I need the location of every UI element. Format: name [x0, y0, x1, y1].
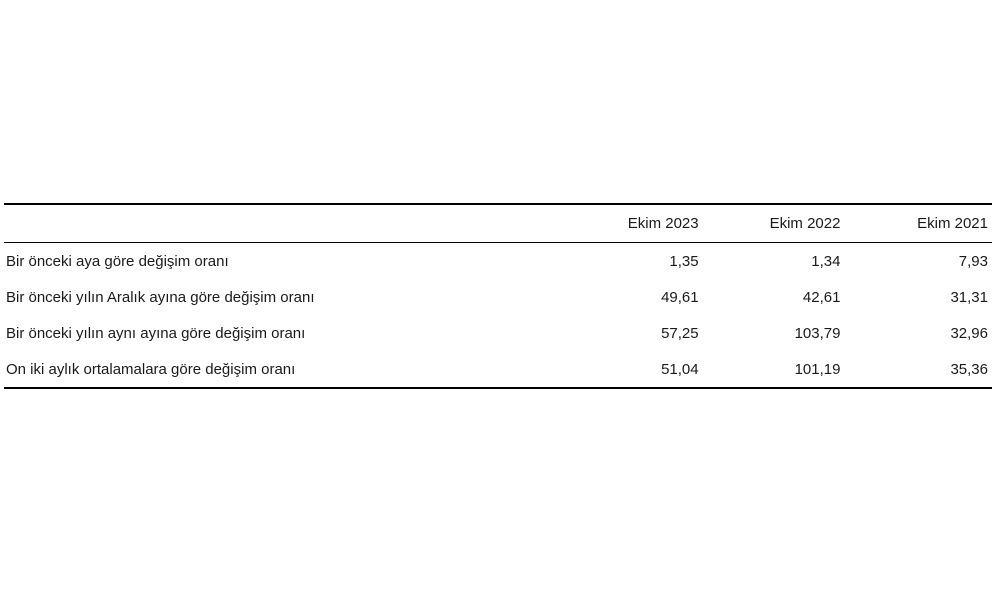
cell-value: 32,96 — [950, 324, 988, 342]
cell-value: 51,04 — [661, 360, 699, 378]
cell-value: 31,31 — [950, 288, 988, 306]
row-label: Bir önceki yılın aynı ayına göre değişim… — [6, 324, 306, 342]
change-rates-table-container: Ekim 2023 Ekim 2022 Ekim 2021 Bir önceki… — [4, 203, 992, 389]
change-rates-table: Ekim 2023 Ekim 2022 Ekim 2021 Bir önceki… — [4, 203, 992, 389]
cell-value: 103,79 — [794, 324, 841, 342]
cell-value: 1,34 — [811, 252, 841, 270]
table-row: On iki aylık ortalamalara göre değişim o… — [4, 351, 992, 388]
header-ekim-2022: Ekim 2022 — [769, 215, 841, 232]
table-row: Bir önceki aya göre değişim oranı 1,35 1… — [4, 243, 992, 280]
table-row: Bir önceki yılın Aralık ayına göre değiş… — [4, 279, 992, 315]
table-row: Bir önceki yılın aynı ayına göre değişim… — [4, 315, 992, 351]
cell-value: 35,36 — [950, 360, 988, 378]
row-label: Bir önceki aya göre değişim oranı — [6, 252, 229, 270]
cell-value: 57,25 — [661, 324, 699, 342]
cell-value: 101,19 — [794, 360, 841, 378]
row-label: Bir önceki yılın Aralık ayına göre değiş… — [6, 288, 315, 306]
cell-value: 7,93 — [958, 252, 988, 270]
cell-value: 42,61 — [802, 288, 841, 306]
table-header-row: Ekim 2023 Ekim 2022 Ekim 2021 — [4, 204, 992, 243]
cell-value: 49,61 — [661, 288, 699, 306]
header-ekim-2021: Ekim 2021 — [917, 215, 988, 232]
row-label: On iki aylık ortalamalara göre değişim o… — [6, 360, 296, 378]
cell-value: 1,35 — [669, 252, 699, 270]
header-label-cell — [4, 204, 567, 243]
header-ekim-2023: Ekim 2023 — [627, 215, 699, 232]
